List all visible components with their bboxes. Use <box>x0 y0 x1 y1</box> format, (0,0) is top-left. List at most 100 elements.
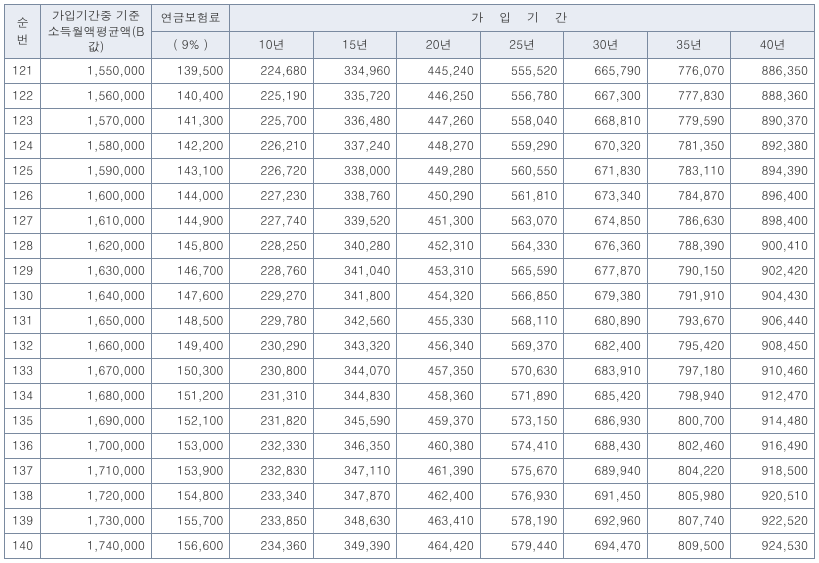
cell-year-2: 463,410 <box>397 508 481 533</box>
cell-year-5: 779,590 <box>647 108 731 133</box>
cell-year-2: 445,240 <box>397 58 481 83</box>
cell-year-0: 229,780 <box>230 308 314 333</box>
cell-year-2: 452,310 <box>397 233 481 258</box>
cell-year-5: 797,180 <box>647 358 731 383</box>
cell-year-1: 343,320 <box>313 333 397 358</box>
cell-year-3: 576,930 <box>480 483 564 508</box>
cell-year-4: 691,450 <box>564 483 648 508</box>
cell-base: 1,710,000 <box>41 458 152 483</box>
cell-year-6: 914,480 <box>731 408 815 433</box>
cell-year-3: 555,520 <box>480 58 564 83</box>
cell-year-0: 230,290 <box>230 333 314 358</box>
cell-seq: 129 <box>5 258 41 283</box>
cell-year-2: 461,390 <box>397 458 481 483</box>
cell-year-5: 805,980 <box>647 483 731 508</box>
cell-year-5: 795,420 <box>647 333 731 358</box>
cell-base: 1,690,000 <box>41 408 152 433</box>
cell-premium: 141,300 <box>151 108 229 133</box>
cell-year-2: 458,360 <box>397 383 481 408</box>
cell-seq: 136 <box>5 433 41 458</box>
table-row: 1311,650,000148,500229,780342,560455,330… <box>5 308 815 333</box>
cell-year-6: 900,410 <box>731 233 815 258</box>
cell-year-2: 464,420 <box>397 533 481 558</box>
table-row: 1401,740,000156,600234,360349,390464,420… <box>5 533 815 558</box>
cell-year-3: 560,550 <box>480 158 564 183</box>
cell-year-6: 896,400 <box>731 183 815 208</box>
table-row: 1361,700,000153,000232,330346,350460,380… <box>5 433 815 458</box>
cell-year-6: 916,490 <box>731 433 815 458</box>
cell-year-4: 686,930 <box>564 408 648 433</box>
cell-year-5: 791,910 <box>647 283 731 308</box>
cell-base: 1,570,000 <box>41 108 152 133</box>
cell-year-0: 225,190 <box>230 83 314 108</box>
cell-year-6: 906,440 <box>731 308 815 333</box>
cell-year-1: 340,280 <box>313 233 397 258</box>
col-year-30: 30년 <box>564 31 648 58</box>
table-row: 1301,640,000147,600229,270341,800454,320… <box>5 283 815 308</box>
cell-year-6: 890,370 <box>731 108 815 133</box>
cell-year-3: 569,370 <box>480 333 564 358</box>
cell-year-2: 449,280 <box>397 158 481 183</box>
cell-year-5: 809,500 <box>647 533 731 558</box>
table-row: 1291,630,000146,700228,760341,040453,310… <box>5 258 815 283</box>
cell-year-1: 347,870 <box>313 483 397 508</box>
cell-year-5: 790,150 <box>647 258 731 283</box>
cell-year-4: 679,380 <box>564 283 648 308</box>
cell-year-4: 676,360 <box>564 233 648 258</box>
cell-seq: 130 <box>5 283 41 308</box>
cell-year-2: 451,300 <box>397 208 481 233</box>
table-row: 1381,720,000154,800233,340347,870462,400… <box>5 483 815 508</box>
cell-year-1: 344,070 <box>313 358 397 383</box>
cell-year-0: 230,800 <box>230 358 314 383</box>
cell-year-3: 571,890 <box>480 383 564 408</box>
cell-premium: 146,700 <box>151 258 229 283</box>
cell-year-1: 344,830 <box>313 383 397 408</box>
cell-base: 1,680,000 <box>41 383 152 408</box>
cell-base: 1,740,000 <box>41 533 152 558</box>
cell-year-5: 777,830 <box>647 83 731 108</box>
cell-base: 1,610,000 <box>41 208 152 233</box>
cell-year-3: 575,670 <box>480 458 564 483</box>
cell-year-5: 784,870 <box>647 183 731 208</box>
cell-year-1: 348,630 <box>313 508 397 533</box>
cell-year-6: 910,460 <box>731 358 815 383</box>
cell-premium: 153,000 <box>151 433 229 458</box>
cell-year-1: 335,720 <box>313 83 397 108</box>
col-year-20: 20년 <box>397 31 481 58</box>
cell-premium: 143,100 <box>151 158 229 183</box>
col-premium-rate: ( 9% ) <box>151 31 229 58</box>
cell-year-3: 563,070 <box>480 208 564 233</box>
cell-year-1: 336,480 <box>313 108 397 133</box>
cell-premium: 147,600 <box>151 283 229 308</box>
cell-year-6: 924,530 <box>731 533 815 558</box>
table-row: 1281,620,000145,800228,250340,280452,310… <box>5 233 815 258</box>
cell-year-3: 579,440 <box>480 533 564 558</box>
cell-base: 1,730,000 <box>41 508 152 533</box>
cell-year-3: 558,040 <box>480 108 564 133</box>
cell-premium: 156,600 <box>151 533 229 558</box>
cell-year-0: 225,700 <box>230 108 314 133</box>
cell-year-4: 673,340 <box>564 183 648 208</box>
cell-base: 1,550,000 <box>41 58 152 83</box>
cell-year-3: 568,110 <box>480 308 564 333</box>
cell-year-0: 228,250 <box>230 233 314 258</box>
cell-premium: 142,200 <box>151 133 229 158</box>
cell-year-4: 694,470 <box>564 533 648 558</box>
cell-year-1: 341,800 <box>313 283 397 308</box>
table-row: 1351,690,000152,100231,820345,590459,370… <box>5 408 815 433</box>
cell-year-2: 454,320 <box>397 283 481 308</box>
table-header: 순번 가입기간중 기준 소득월액평균액(B값) 연금보험료 가 입 기 간 ( … <box>5 5 815 59</box>
cell-base: 1,650,000 <box>41 308 152 333</box>
cell-premium: 154,800 <box>151 483 229 508</box>
cell-base: 1,600,000 <box>41 183 152 208</box>
cell-premium: 148,500 <box>151 308 229 333</box>
cell-year-5: 786,630 <box>647 208 731 233</box>
cell-seq: 126 <box>5 183 41 208</box>
cell-base: 1,640,000 <box>41 283 152 308</box>
col-period-group: 가 입 기 간 <box>230 5 815 32</box>
cell-seq: 138 <box>5 483 41 508</box>
cell-year-5: 802,460 <box>647 433 731 458</box>
cell-premium: 155,700 <box>151 508 229 533</box>
col-premium: 연금보험료 <box>151 5 229 32</box>
cell-seq: 131 <box>5 308 41 333</box>
